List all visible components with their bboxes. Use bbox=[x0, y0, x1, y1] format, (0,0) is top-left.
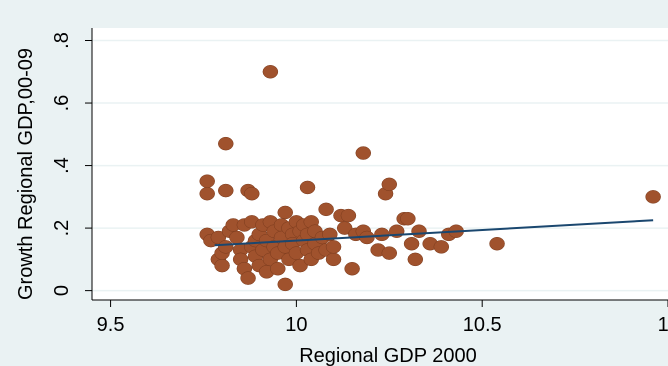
scatter-point bbox=[199, 174, 215, 188]
scatter-point bbox=[292, 258, 308, 273]
scatter-point bbox=[318, 202, 334, 217]
scatter-point bbox=[299, 180, 316, 195]
x-axis-ticks: 9.5 10 10.5 11 bbox=[97, 300, 668, 336]
scatter-point bbox=[355, 146, 372, 160]
scatter-point bbox=[325, 240, 342, 254]
scatter-point bbox=[381, 246, 398, 260]
scatter-point bbox=[400, 211, 416, 226]
scatter-point bbox=[403, 236, 420, 251]
scatter-point bbox=[277, 205, 293, 220]
scatter-point bbox=[325, 252, 342, 267]
scatter-point bbox=[344, 261, 360, 276]
y-tick-label: .6 bbox=[51, 95, 73, 112]
fit-line-group bbox=[214, 219, 654, 247]
scatter-point bbox=[433, 240, 450, 254]
scatter-point bbox=[381, 177, 398, 192]
grid-lines bbox=[92, 39, 668, 292]
y-axis-ticks: 0 .2 .4 .6 .8 bbox=[51, 32, 92, 296]
y-axis-title: Growth Regional GDP,00-09 bbox=[15, 48, 37, 300]
scatter-point bbox=[218, 183, 234, 198]
y-tick-label: .2 bbox=[51, 220, 73, 237]
scatter-point bbox=[277, 277, 293, 292]
scatter-point bbox=[336, 221, 353, 235]
fit-line bbox=[214, 219, 654, 247]
x-tick-label: 10.5 bbox=[463, 314, 502, 336]
y-tick-label: 0 bbox=[51, 285, 73, 296]
scatter-point bbox=[411, 224, 427, 238]
scatter-point bbox=[229, 230, 245, 245]
scatter-point bbox=[489, 236, 505, 251]
scatter-point bbox=[270, 261, 286, 276]
scatter-point bbox=[210, 230, 227, 245]
scatter-point bbox=[340, 208, 357, 223]
scatter-point bbox=[374, 227, 390, 242]
x-tick-label: 11 bbox=[658, 314, 668, 336]
y-tick-label: .8 bbox=[51, 32, 73, 49]
scatter-point bbox=[214, 258, 230, 273]
x-tick-label: 10 bbox=[285, 314, 307, 336]
scatter-point bbox=[244, 186, 260, 201]
plot-area bbox=[92, 28, 668, 300]
scatter-point bbox=[199, 186, 215, 201]
x-axis-title: Regional GDP 2000 bbox=[299, 345, 477, 366]
scatter-point bbox=[645, 190, 661, 204]
scatter-point bbox=[407, 252, 424, 267]
x-tick-label: 9.5 bbox=[97, 314, 125, 336]
scatter-point bbox=[240, 271, 256, 285]
y-tick-label: .4 bbox=[51, 157, 73, 174]
scatter-point bbox=[218, 240, 234, 254]
scatter-point bbox=[262, 65, 279, 79]
scatter-point bbox=[218, 136, 234, 151]
